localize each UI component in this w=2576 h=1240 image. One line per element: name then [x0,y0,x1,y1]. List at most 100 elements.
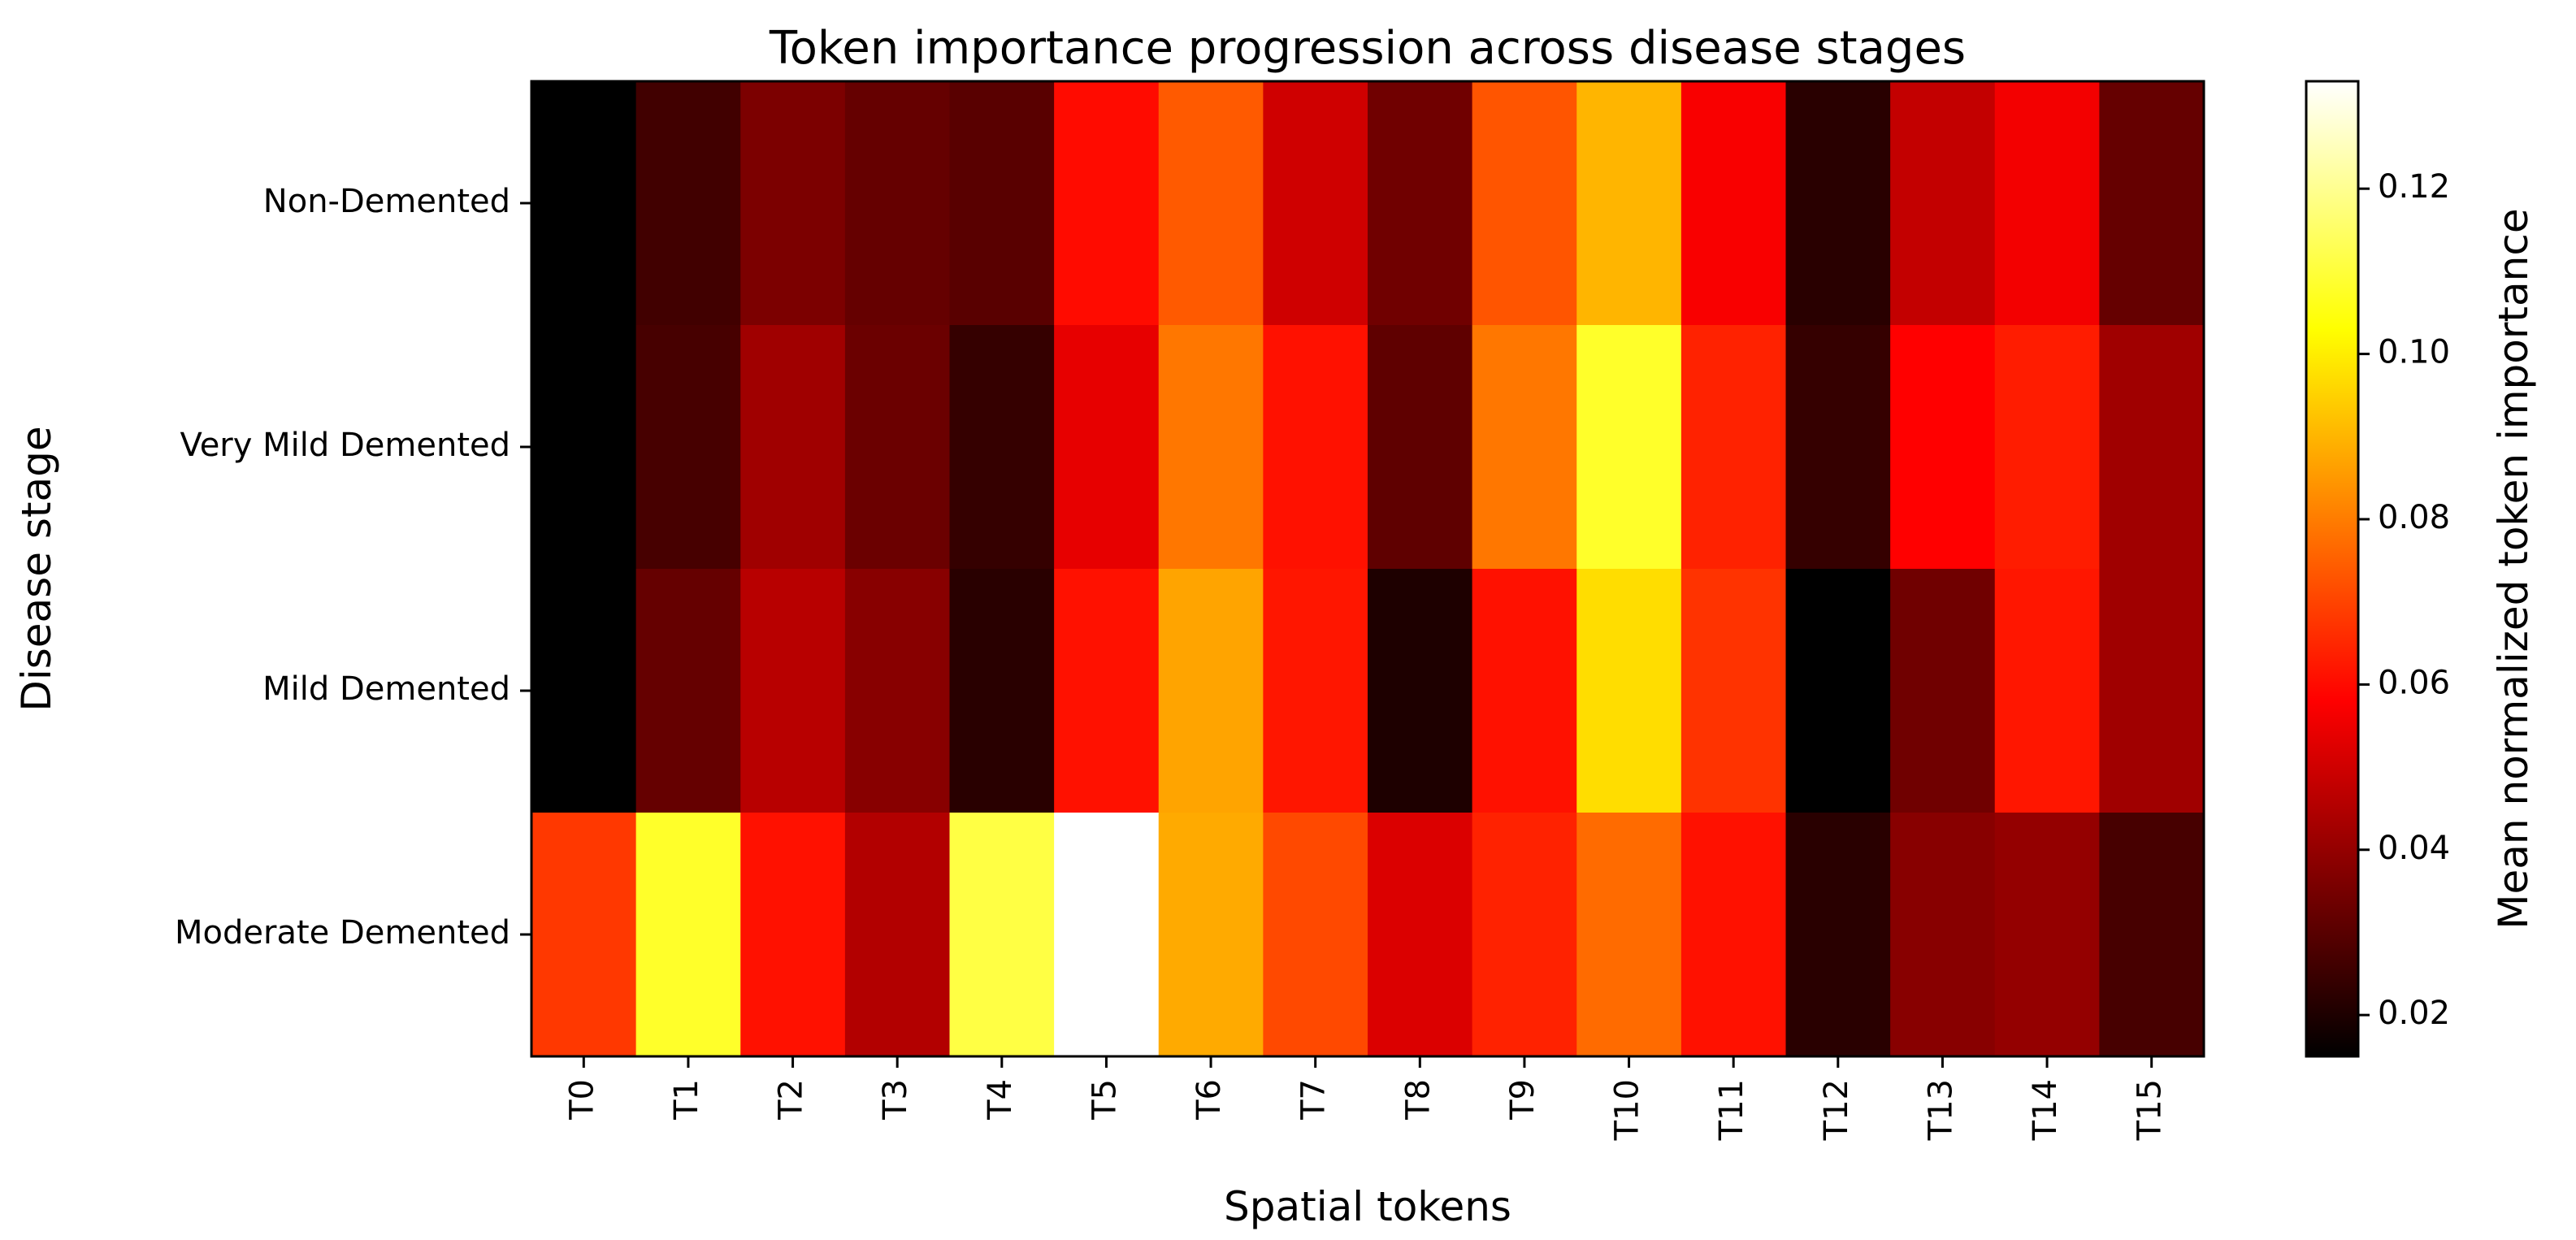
colorbar-tick-label: 0.02 [2378,995,2450,1032]
heatmap-cell [844,569,951,813]
heatmap-cell [1368,81,1473,326]
heatmap-cell [740,813,846,1057]
heatmap-cell [1576,813,1682,1057]
heatmap-cell [1368,569,1473,813]
x-tick-label: T5 [1086,1079,1123,1121]
x-tick-label: T4 [982,1079,1019,1121]
colorbar-tick-label: 0.08 [2378,499,2450,536]
heatmap-cell [949,81,1055,326]
x-tick-label: T13 [1922,1079,1959,1141]
y-axis-ticks: Non-Demented Very Mild Demented Mild Demen… [175,183,531,952]
heatmap-cell [1994,325,2100,570]
y-tick-label: Mild Demented [262,670,510,708]
x-tick-label: T6 [1190,1079,1228,1121]
x-tick-label: T11 [1713,1079,1750,1141]
heatmap-cell [1680,81,1787,326]
heatmap-cell [1054,325,1160,570]
heatmap-cell [635,813,741,1057]
colorbar-tick-label: 0.04 [2378,830,2450,867]
heatmap-cell [949,569,1055,813]
heatmap-cell [1368,325,1473,570]
heatmap-cell [1680,569,1787,813]
y-tick-label: Moderate Demented [175,914,510,952]
heatmap-cell [949,325,1055,570]
heatmap-cell [1785,325,1891,570]
heatmap-cell [531,813,637,1057]
colorbar-tick-label: 0.06 [2378,664,2450,701]
x-axis-label: Spatial tokens [1224,1183,1511,1230]
heatmap-cell [844,325,951,570]
heatmap-cell [740,325,846,570]
x-axis-ticks: T0 T1 T2 T3 T4 T5 T6 T7 T8 T9 T10 T11 T12 T13 T14 T15 [563,1056,2169,1141]
heatmap-cell [1994,569,2100,813]
heatmap-cell [1890,813,1996,1057]
x-tick-label: T0 [563,1079,601,1121]
x-tick-label: T15 [2131,1079,2169,1141]
heatmap-cell [1263,81,1368,326]
heatmap-cell [1890,325,1996,570]
heatmap-cell [1158,569,1264,813]
heatmap-cell [2099,81,2205,326]
colorbar [2305,80,2360,1058]
heatmap-cell [1472,813,1577,1057]
heatmap-cell [1263,325,1368,570]
x-tick-label: T14 [2027,1079,2064,1141]
heatmap-cell [635,325,741,570]
heatmap-cells [531,81,2205,1057]
plot-frame [530,80,2205,1058]
heatmap-cell [1263,813,1368,1057]
heatmap-cell [1785,81,1891,326]
heatmap-cell [1472,325,1577,570]
heatmap-cell [1368,813,1473,1057]
heatmap-cell [949,813,1055,1057]
heatmap-cell [1158,81,1264,326]
heatmap-cell [1785,813,1891,1057]
heatmap-cell [2099,569,2205,813]
chart-title: Token importance progression across dise… [769,22,1966,75]
heatmap-cell [1785,569,1891,813]
y-tick-label: Non-Demented [263,183,510,220]
heatmap-cell [1054,569,1160,813]
heatmap-cell [1158,325,1264,570]
x-tick-label: T7 [1295,1079,1333,1121]
heatmap-cell [531,569,637,813]
heatmap-cell [1472,569,1577,813]
heatmap-cell [1054,813,1160,1057]
colorbar-tick-label: 0.12 [2378,168,2450,206]
heatmap-cell [1576,569,1682,813]
heatmap-cell [2099,325,2205,570]
colorbar-tick-label: 0.10 [2378,334,2450,371]
heatmap-cell [1054,81,1160,326]
x-tick-label: T1 [668,1079,705,1121]
heatmap-cell [1472,81,1577,326]
heatmap-cell [1263,569,1368,813]
heatmap-cell [1994,81,2100,326]
heatmap-cell [1680,325,1787,570]
heatmap-cell [1158,813,1264,1057]
heatmap-cell [1890,569,1996,813]
y-tick-label: Very Mild Demented [180,427,510,464]
x-tick-label: T8 [1399,1079,1437,1121]
colorbar-label: Mean normalized token importance [2490,208,2537,929]
heatmap-cell [531,81,637,326]
y-axis-label: Disease stage [13,426,60,711]
x-tick-label: T12 [1818,1079,1855,1141]
heatmap-cell [1576,81,1682,326]
x-tick-label: T10 [1609,1079,1646,1141]
heatmap-cell [740,569,846,813]
x-tick-label: T2 [773,1079,810,1121]
heatmap-cell [1994,813,2100,1057]
colorbar-ticks: 0.02 0.04 0.06 0.08 0.10 0.12 [2358,168,2450,1032]
heatmap-cell [2099,813,2205,1057]
x-tick-label: T3 [877,1079,914,1121]
heatmap-cell [844,81,951,326]
heatmap-cell [1576,325,1682,570]
heatmap-cell [1890,81,1996,326]
heatmap-cell [531,325,637,570]
heatmap-cell [635,569,741,813]
heatmap-cell [844,813,951,1057]
heatmap-cell [1680,813,1787,1057]
x-tick-label: T9 [1504,1079,1542,1121]
heatmap-cell [635,81,741,326]
